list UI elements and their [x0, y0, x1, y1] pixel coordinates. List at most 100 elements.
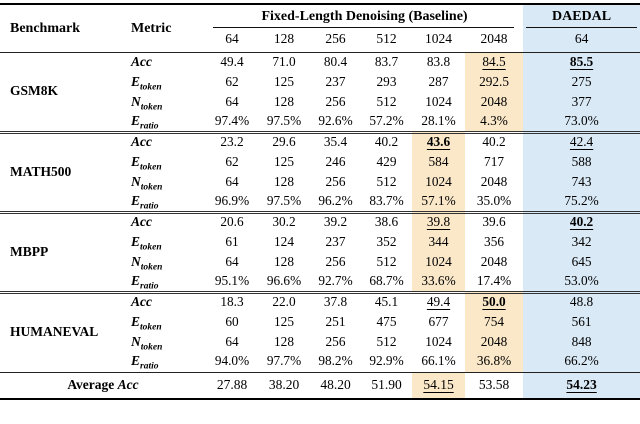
value-cell: 237	[325, 73, 346, 89]
value-cell: 92.6%	[318, 112, 353, 128]
table-row: Ntoken 64 128 256 512 1024 2048 645	[0, 252, 640, 272]
value-cell: 84.5	[465, 52, 524, 72]
section-mbpp: MBPP Acc 20.6 30.2 39.2 38.6 39.8 39.6 40.2 Etoke…	[0, 212, 640, 292]
value-cell: 83.7%	[369, 192, 404, 208]
section-math500: MATH500 Acc 23.2 29.6 35.4 40.2 43.6 40.2 42.4 Et…	[0, 132, 640, 212]
header-row-lengths: 64 128 256 512 1024 2048 64	[0, 28, 640, 52]
value-cell: 256	[325, 93, 346, 109]
metric-subscript: token	[140, 262, 163, 273]
value-cell: 1024	[425, 93, 452, 109]
benchmark-name: MATH500	[10, 163, 72, 179]
column-group-baseline: Fixed-Length Denoising (Baseline)	[206, 4, 523, 28]
value-cell: 97.7%	[266, 353, 302, 369]
metric-label: Eratio	[131, 353, 159, 372]
metric-label: Ntoken	[131, 253, 163, 273]
metric-subscript: token	[140, 322, 162, 333]
value-cell: 237	[325, 233, 346, 249]
value-cell: 124	[274, 233, 294, 249]
value-cell: 2048	[480, 253, 508, 269]
value-cell: 17.4%	[476, 272, 512, 288]
value-cell: 287	[428, 73, 449, 89]
value-cell: 128	[274, 253, 294, 269]
average-section: Average Acc 27.88 38.20 48.20 51.90 54.15 53.…	[0, 372, 640, 399]
value-cell: 85.5	[523, 52, 640, 72]
value-cell: 28.1%	[421, 112, 456, 128]
value-cell: 49.4	[426, 294, 451, 310]
value-cell: 2048	[465, 92, 524, 112]
table-row: Etoken 61 124 237 352 344 356 342	[0, 232, 640, 252]
value-cell: 342	[523, 232, 640, 252]
value-cell: 64	[225, 333, 239, 349]
value-cell: 60	[225, 313, 239, 329]
table-row: Eratio 94.0% 97.7% 98.2% 92.9% 66.1% 36.8% 66.2…	[0, 352, 640, 372]
value-cell: 584	[412, 152, 465, 172]
value-cell: 256	[325, 333, 346, 349]
value-cell: 848	[523, 332, 640, 352]
metric-subscript: token	[140, 102, 163, 113]
average-label-metric: Acc	[117, 376, 139, 392]
column-header-metric: Metric	[131, 20, 172, 36]
value-cell: 37.8	[323, 294, 348, 310]
value-cell: 475	[376, 313, 397, 329]
metric-label: Etoken	[131, 153, 162, 173]
value-cell: 49.4	[220, 53, 244, 69]
metric-subscript: ratio	[140, 281, 159, 292]
value-cell: 2048	[480, 173, 508, 189]
value-cell: 95.1%	[214, 272, 250, 288]
value-cell: 62	[225, 153, 239, 169]
value-cell: 23.2	[220, 134, 244, 150]
value-cell: 94.0%	[214, 353, 250, 369]
value-cell: 27.88	[216, 376, 248, 392]
value-cell: 92.9%	[369, 353, 404, 369]
value-cell: 20.6	[220, 214, 244, 230]
value-cell: 293	[376, 73, 397, 89]
value-cell: 80.4	[323, 53, 348, 69]
value-cell: 39.8	[412, 212, 465, 232]
value-cell: 40.2	[482, 134, 506, 150]
value-cell: 125	[274, 313, 294, 329]
table-row: HUMANEVAL Acc 18.3 22.0 37.8 45.1 49.4 50.0 48.8	[0, 292, 640, 339]
value-cell: 39.2	[323, 214, 348, 230]
value-cell: 246	[325, 153, 346, 169]
value-cell: 588	[523, 152, 640, 172]
value-cell: 97.5%	[266, 192, 302, 208]
value-cell: 512	[376, 173, 397, 189]
value-cell: 275	[523, 72, 640, 92]
value-cell: 30.2	[272, 214, 296, 230]
value-cell: 292.5	[465, 72, 524, 92]
value-cell: 98.2%	[318, 353, 353, 369]
metric-label: Eratio	[131, 272, 159, 292]
value-cell: 256	[325, 253, 346, 269]
metric-label: Acc	[131, 294, 152, 310]
metric-label: Acc	[131, 134, 152, 150]
table-header: Benchmark Metric Fixed-Length Denoising …	[0, 4, 640, 52]
value-cell: 512	[376, 253, 397, 269]
metric-subscript: token	[140, 182, 163, 193]
value-cell: 352	[376, 233, 397, 249]
value-cell: 64	[225, 173, 239, 189]
value-cell: 57.1%	[412, 192, 465, 212]
value-cell: 97.4%	[214, 112, 250, 128]
value-cell: 717	[484, 153, 504, 169]
value-cell: 512	[376, 333, 397, 349]
benchmark-name: MBPP	[10, 243, 49, 259]
metric-subscript: token	[140, 162, 162, 173]
column-header-256: 256	[325, 31, 346, 47]
column-header-1024: 1024	[425, 31, 452, 47]
value-cell: 22.0	[272, 294, 296, 310]
metric-subscript: token	[140, 82, 162, 93]
value-cell: 33.6%	[412, 272, 465, 292]
metric-subscript: token	[140, 242, 162, 253]
value-cell: 64	[225, 93, 239, 109]
results-table: Benchmark Metric Fixed-Length Denoising …	[0, 3, 640, 400]
value-cell: 42.4	[523, 132, 640, 152]
value-cell: 35.0%	[476, 192, 512, 208]
value-cell: 71.0	[272, 53, 296, 69]
metric-label: Ntoken	[131, 333, 163, 353]
value-cell: 96.6%	[266, 272, 302, 288]
value-cell: 53.0%	[523, 272, 640, 292]
metric-label: Acc	[131, 214, 152, 230]
value-cell: 38.6	[374, 214, 399, 230]
column-header-512: 512	[376, 31, 397, 47]
value-cell: 73.0%	[523, 112, 640, 132]
